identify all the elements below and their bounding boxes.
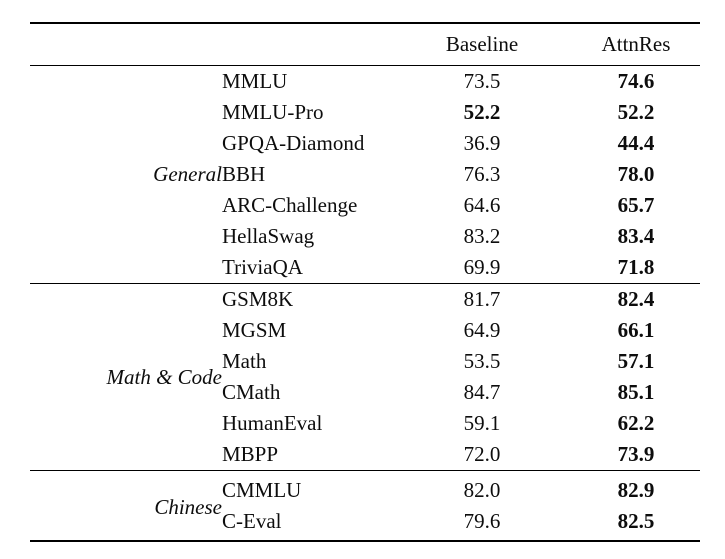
group-label: Math & Code [30, 283, 222, 471]
table-row: MMLU-Pro 52.2 52.2 [30, 97, 700, 128]
benchmark-name: GSM8K [222, 283, 392, 315]
baseline-value: 83.2 [463, 224, 501, 248]
table-row: HellaSwag 83.2 83.4 [30, 221, 700, 252]
attnres-value: 65.7 [617, 193, 655, 217]
table-row: Chinese CMMLU 82.0 82.9 [30, 470, 700, 541]
section-chinese: Chinese CMMLU 82.0 82.9 C-Eval 79.6 82.5 [30, 470, 700, 541]
benchmark-name: MMLU-Pro [222, 100, 324, 124]
table-row: C-Eval 79.6 82.5 [30, 506, 700, 541]
table-row: Math 53.5 57.1 [30, 346, 700, 377]
baseline-value: 52.2 [463, 100, 501, 124]
baseline-value: 64.9 [463, 318, 501, 342]
column-header-baseline: Baseline [392, 22, 572, 66]
baseline-value: 72.0 [463, 442, 501, 466]
baseline-value: 73.5 [463, 69, 501, 93]
table-row: Math & Code GSM8K 81.7 82.4 [30, 283, 700, 471]
header-empty-group [30, 22, 222, 66]
section-general: General MMLU 73.5 74.6 MMLU-Pro 52.2 52.2 GPQA-… [30, 66, 700, 284]
benchmark-name: C-Eval [222, 509, 282, 533]
benchmark-name: CMMLU [222, 470, 392, 506]
attnres-value: 85.1 [617, 380, 655, 404]
benchmark-name: HellaSwag [222, 224, 315, 248]
baseline-value: 64.6 [463, 193, 501, 217]
column-header-attnres: AttnRes [572, 22, 700, 66]
benchmark-name: MGSM [222, 318, 287, 342]
results-table: Baseline AttnRes General MMLU 73.5 74.6 MMLU… [30, 22, 700, 542]
baseline-value: 53.5 [463, 349, 501, 373]
baseline-value: 79.6 [463, 509, 501, 533]
baseline-value: 81.7 [392, 283, 572, 315]
group-label: Chinese [30, 470, 222, 541]
baseline-value: 84.7 [463, 380, 501, 404]
attnres-value: 74.6 [617, 69, 655, 93]
table-row: HumanEval 59.1 62.2 [30, 408, 700, 439]
attnres-value: 82.4 [572, 283, 700, 315]
table-row: MGSM 64.9 66.1 [30, 315, 700, 346]
attnres-value: 82.9 [572, 470, 700, 506]
baseline-value: 59.1 [463, 411, 501, 435]
benchmark-name: ARC-Challenge [222, 193, 358, 217]
benchmark-name: TriviaQA [222, 255, 303, 279]
benchmark-name: MBPP [222, 442, 279, 466]
benchmark-name: BBH [222, 162, 266, 186]
table-row: CMath 84.7 85.1 [30, 377, 700, 408]
attnres-value: 44.4 [617, 131, 655, 155]
table-header: Baseline AttnRes [30, 22, 700, 66]
baseline-value: 82.0 [392, 470, 572, 506]
benchmark-name: MMLU [222, 69, 288, 93]
table-row: TriviaQA 69.9 71.8 [30, 252, 700, 284]
table-row: ARC-Challenge 64.6 65.7 [30, 190, 700, 221]
benchmark-name: HumanEval [222, 411, 323, 435]
attnres-value: 82.5 [617, 509, 655, 533]
benchmark-name: Math [222, 349, 267, 373]
header-empty-benchmark [222, 22, 392, 66]
table-row: General MMLU 73.5 74.6 [30, 66, 700, 186]
attnres-value: 62.2 [617, 411, 655, 435]
table-row: BBH 76.3 78.0 [30, 159, 700, 190]
section-math-code: Math & Code GSM8K 81.7 82.4 MGSM 64.9 66.1 Math… [30, 283, 700, 471]
attnres-value: 78.0 [617, 162, 655, 186]
attnres-value: 73.9 [617, 442, 655, 466]
attnres-value: 66.1 [617, 318, 655, 342]
baseline-value: 36.9 [463, 131, 501, 155]
benchmark-name: CMath [222, 380, 281, 404]
baseline-value: 69.9 [463, 255, 501, 279]
table-row: GPQA-Diamond 36.9 44.4 [30, 128, 700, 159]
attnres-value: 71.8 [617, 255, 655, 279]
benchmark-name: GPQA-Diamond [222, 131, 365, 155]
attnres-value: 83.4 [617, 224, 655, 248]
attnres-value: 57.1 [617, 349, 655, 373]
group-label: General [153, 162, 222, 186]
attnres-value: 52.2 [617, 100, 655, 124]
header-row: Baseline AttnRes [30, 22, 700, 66]
baseline-value: 76.3 [463, 162, 501, 186]
table-row: MBPP 72.0 73.9 [30, 439, 700, 471]
